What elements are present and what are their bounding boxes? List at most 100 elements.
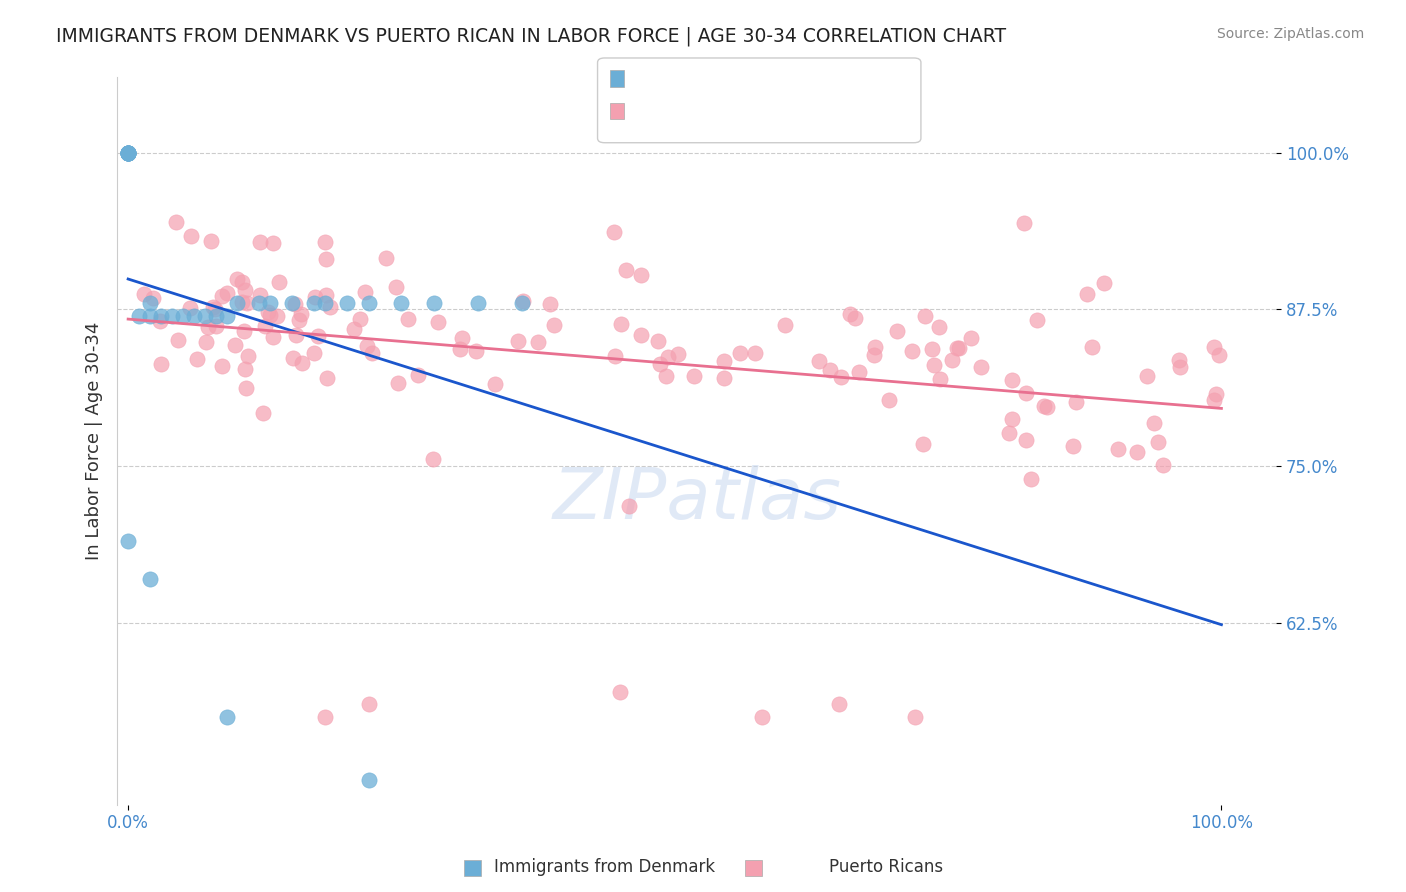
Point bbox=[830, 369, 852, 384]
Point bbox=[117, 145, 139, 160]
Point bbox=[1036, 400, 1059, 414]
Point bbox=[1152, 458, 1174, 473]
Point bbox=[117, 145, 139, 160]
Point bbox=[1001, 373, 1024, 387]
Point bbox=[254, 318, 277, 333]
Point bbox=[281, 296, 304, 310]
Point bbox=[316, 371, 339, 385]
Point bbox=[215, 286, 238, 301]
Point bbox=[924, 358, 946, 372]
Point bbox=[427, 315, 450, 329]
Point bbox=[259, 308, 281, 322]
Point bbox=[1015, 433, 1038, 447]
Point bbox=[751, 710, 773, 724]
Text: -0.164: -0.164 bbox=[671, 101, 735, 119]
Point bbox=[284, 297, 307, 311]
Point bbox=[314, 710, 336, 724]
Text: R =: R = bbox=[626, 70, 662, 87]
Point bbox=[886, 324, 908, 338]
Point bbox=[117, 145, 139, 160]
Point bbox=[904, 710, 927, 724]
Point bbox=[205, 319, 228, 334]
Point bbox=[290, 356, 312, 370]
Point bbox=[284, 327, 307, 342]
Text: N =: N = bbox=[752, 101, 789, 119]
Point bbox=[172, 309, 194, 323]
Point bbox=[281, 351, 304, 365]
Point bbox=[647, 334, 669, 348]
Point bbox=[149, 314, 172, 328]
Point bbox=[744, 346, 766, 360]
Point bbox=[775, 318, 797, 332]
Point bbox=[204, 301, 226, 316]
Point bbox=[928, 372, 950, 386]
Point bbox=[1081, 340, 1104, 354]
Point bbox=[375, 251, 398, 265]
Point bbox=[941, 352, 963, 367]
Point bbox=[1000, 412, 1022, 426]
Point bbox=[354, 285, 377, 300]
Point bbox=[267, 275, 290, 289]
Point bbox=[1064, 395, 1087, 409]
Point bbox=[1062, 439, 1084, 453]
Point bbox=[945, 341, 967, 355]
Point bbox=[948, 341, 970, 355]
Point bbox=[226, 271, 249, 285]
Point bbox=[970, 359, 993, 374]
Point bbox=[657, 351, 679, 365]
Point bbox=[997, 425, 1019, 440]
Point bbox=[117, 145, 139, 160]
Point bbox=[287, 313, 309, 327]
Point bbox=[197, 320, 219, 334]
Point bbox=[1126, 445, 1149, 459]
Text: 140: 140 bbox=[794, 101, 841, 119]
Point bbox=[183, 309, 205, 323]
Point bbox=[617, 499, 640, 513]
Point bbox=[256, 305, 278, 319]
Point bbox=[506, 334, 529, 348]
Point bbox=[807, 354, 830, 368]
Point bbox=[848, 365, 870, 379]
Point bbox=[117, 145, 139, 160]
Point bbox=[357, 698, 380, 712]
Point bbox=[682, 368, 704, 383]
Point bbox=[467, 296, 489, 310]
Point bbox=[160, 309, 183, 323]
Point bbox=[423, 296, 446, 310]
Point bbox=[648, 357, 671, 371]
Point bbox=[396, 311, 419, 326]
Point bbox=[713, 353, 735, 368]
Point bbox=[655, 369, 678, 384]
Point bbox=[357, 296, 380, 310]
Text: Puerto Ricans: Puerto Ricans bbox=[828, 858, 943, 876]
Point bbox=[149, 309, 172, 323]
Point bbox=[1204, 393, 1226, 408]
Point bbox=[142, 292, 165, 306]
Point bbox=[911, 437, 934, 451]
Point bbox=[179, 229, 201, 244]
Point bbox=[422, 451, 444, 466]
Point bbox=[1014, 386, 1036, 401]
Point bbox=[609, 317, 631, 331]
Point bbox=[266, 309, 288, 323]
Point bbox=[349, 311, 371, 326]
Point bbox=[1012, 216, 1035, 230]
Point bbox=[202, 300, 225, 314]
Point bbox=[290, 307, 312, 321]
Point bbox=[666, 346, 689, 360]
Point bbox=[179, 301, 201, 315]
Point bbox=[224, 338, 246, 352]
Point bbox=[1204, 340, 1226, 354]
Point bbox=[308, 329, 330, 343]
Point bbox=[167, 334, 190, 348]
Text: IMMIGRANTS FROM DENMARK VS PUERTO RICAN IN LABOR FORCE | AGE 30-34 CORRELATION C: IMMIGRANTS FROM DENMARK VS PUERTO RICAN … bbox=[56, 27, 1007, 46]
Point bbox=[630, 268, 652, 282]
Point bbox=[117, 534, 139, 549]
Point bbox=[226, 296, 249, 310]
Point bbox=[302, 296, 325, 310]
Point bbox=[315, 288, 337, 302]
Point bbox=[1019, 473, 1042, 487]
Point bbox=[233, 283, 256, 297]
Point bbox=[1026, 313, 1049, 327]
Point bbox=[304, 290, 326, 304]
